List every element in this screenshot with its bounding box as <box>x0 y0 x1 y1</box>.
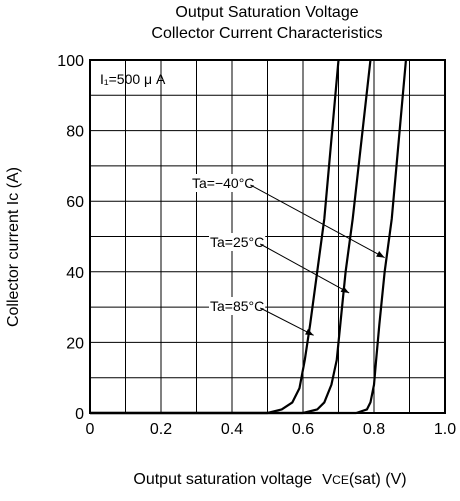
annotation-arrowhead <box>305 328 314 336</box>
annotation-label-bg <box>191 174 256 192</box>
y-tick-label: 20 <box>66 335 84 352</box>
plot-frame <box>89 59 446 414</box>
y-axis-label-text: Collector current Ic (A) <box>5 166 22 328</box>
y-tick-label: 80 <box>66 124 84 141</box>
annotation-label-bg <box>209 233 266 251</box>
annotations: Ta=−40°C Ta=25°C Ta=85°C <box>191 174 385 336</box>
x-tick-label: 0 <box>86 421 95 438</box>
chart-title-line-2: Collector Current Characteristics <box>151 25 383 42</box>
annotation-leader <box>260 243 350 294</box>
series-line <box>90 59 372 415</box>
x-axis-symbol: V <box>322 471 333 488</box>
annotation-label: Ta=25°C <box>210 234 264 250</box>
x-tick-label: 0.4 <box>221 421 243 438</box>
series-line <box>90 59 340 415</box>
x-tick-label: 0.6 <box>292 421 314 438</box>
x-axis-label-suffix: (sat) (V) <box>348 471 407 488</box>
series-curves <box>90 59 408 415</box>
annotation-arrowhead <box>340 286 350 293</box>
annotation-label-bg <box>209 297 266 315</box>
x-axis-label-prefix: Output saturation voltage <box>133 471 313 488</box>
annotation-leader <box>260 307 314 336</box>
tick-labels: 0 0.2 0.4 0.6 0.8 1.0 0 20 40 60 80 100 <box>57 53 456 438</box>
y-tick-label: 0 <box>75 406 84 423</box>
y-tick-label: 60 <box>66 194 84 211</box>
y-tick-label: 40 <box>66 265 84 282</box>
grid <box>90 60 445 413</box>
series-line <box>90 59 408 415</box>
x-tick-label: 0.2 <box>150 421 172 438</box>
annotation-label: Ta=−40°C <box>192 175 254 191</box>
y-tick-label: 100 <box>57 53 84 70</box>
annotation-arrowhead <box>376 251 385 258</box>
annotation-label: Ta=85°C <box>210 298 264 314</box>
y-axis-label: Collector current Ic (A) <box>4 167 24 327</box>
x-axis-label: Output saturation voltage VCE(sat) (V) <box>70 471 460 489</box>
x-tick-label: 1.0 <box>434 421 456 438</box>
annotation-leader <box>250 184 385 259</box>
chart-title-line-1: Output Saturation Voltage <box>175 4 359 21</box>
condition-label: I₁=500 μ A <box>100 71 166 87</box>
x-axis-symbol-sub: CE <box>332 473 349 487</box>
x-tick-label: 0.8 <box>363 421 385 438</box>
